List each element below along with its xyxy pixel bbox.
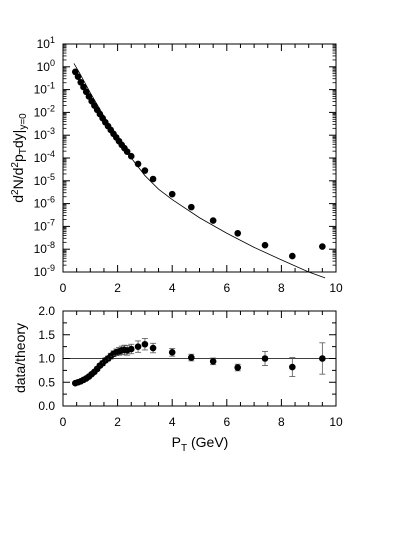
spectrum-panel: 0 2 4 6 8 10 10-9 10-8 10-7 10-6 10-5 10-4 10-3 10-2 1… <box>10 35 343 295</box>
spectrum-ticks <box>62 43 337 273</box>
ratio-point <box>261 355 269 362</box>
x-tick-label: 2 <box>114 281 121 295</box>
x-tick-label: 6 <box>223 281 230 295</box>
y-tick-label: 10-4 <box>34 149 55 165</box>
data-point <box>289 252 296 260</box>
data-point <box>261 241 269 249</box>
data-point <box>234 229 242 237</box>
ratio-y-axis-label: data/theory <box>12 323 28 393</box>
x-tick-label: 4 <box>169 281 176 295</box>
y-tick-label: 10-7 <box>34 217 55 233</box>
y-tick-label: 10-9 <box>34 263 55 279</box>
y-tick-label: 1.0 <box>38 352 55 366</box>
y-tick-label: 10-2 <box>34 103 55 119</box>
x-axis-label: PT (GeV) <box>172 434 229 454</box>
data-point <box>188 203 195 211</box>
ratio-point <box>188 354 195 361</box>
data-point <box>74 73 82 80</box>
y-tick-label: 10-8 <box>34 240 55 256</box>
x-tick-label: 10 <box>329 415 343 429</box>
ratio-points <box>71 338 326 387</box>
ratio-ticks <box>62 310 337 407</box>
spectrum-plot-frame <box>62 43 337 273</box>
x-tick-label: 2 <box>114 415 121 429</box>
y-tick-label: 10-3 <box>34 126 55 142</box>
ratio-point <box>234 364 242 371</box>
data-point <box>168 190 176 198</box>
x-tick-label: 10 <box>329 281 343 295</box>
data-point <box>134 160 142 168</box>
spectrum-points <box>71 68 326 260</box>
data-point <box>209 217 217 224</box>
y-tick-label: 10-5 <box>34 172 55 188</box>
ratio-point <box>209 358 217 365</box>
theory-curve <box>73 63 326 279</box>
y-tick-label: 1.5 <box>38 328 55 342</box>
x-tick-label: 4 <box>169 415 176 429</box>
data-point <box>141 167 149 174</box>
data-point <box>319 243 326 250</box>
spectrum-tick-labels: 0 2 4 6 8 10 10-9 10-8 10-7 10-6 10-5 10-4 10-3 10-2 1… <box>34 35 343 295</box>
ratio-point <box>141 340 149 348</box>
ratio-point <box>149 344 157 352</box>
ratio-point <box>168 349 176 356</box>
data-point <box>127 152 135 160</box>
spectrum-y-axis-label: d2N/d2pTdy|y=0 <box>10 113 29 203</box>
x-tick-label: 8 <box>278 281 285 295</box>
x-tick-label: 0 <box>60 281 67 295</box>
y-tick-label: 2.0 <box>38 304 55 318</box>
ratio-point <box>127 345 135 353</box>
data-point <box>149 175 157 183</box>
data-point <box>71 68 79 76</box>
data-point <box>80 83 87 91</box>
y-tick-label: 0.5 <box>38 375 55 389</box>
y-tick-label: 10-6 <box>34 195 55 211</box>
y-tick-label: 0.0 <box>38 399 55 413</box>
ratio-point <box>289 363 296 371</box>
data-point <box>123 148 131 155</box>
y-tick-label: 100 <box>37 58 55 74</box>
ratio-point <box>134 343 142 350</box>
x-tick-label: 0 <box>60 415 67 429</box>
x-tick-label: 6 <box>223 415 230 429</box>
x-tick-label: 8 <box>278 415 285 429</box>
y-tick-label: 101 <box>37 35 55 51</box>
ratio-panel: 0 2 4 6 8 10 0.0 0.5 1.0 1.5 2.0 data/theory PT (G… <box>12 304 343 454</box>
y-tick-label: 10-1 <box>34 81 55 97</box>
ratio-point <box>319 355 326 362</box>
ratio-tick-labels: 0 2 4 6 8 10 0.0 0.5 1.0 1.5 2.0 <box>38 304 343 429</box>
